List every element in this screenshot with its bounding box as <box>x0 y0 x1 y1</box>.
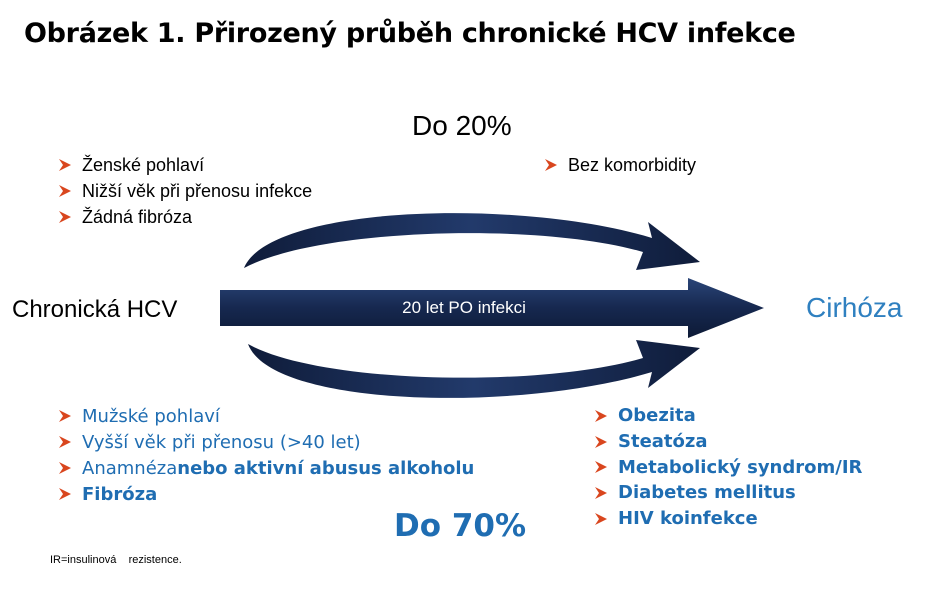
list-item: Obezita <box>594 403 862 429</box>
bottom-curved-arrow <box>248 340 700 398</box>
factor-text: Mužské pohlaví <box>82 405 220 427</box>
start-label: Chronická HCV <box>12 296 178 323</box>
arrow-bullet-icon <box>595 435 607 448</box>
factor-text: Nižší věk při přenosu infekce <box>82 180 313 201</box>
list-item: Anamnéza nebo aktivní abusus alkoholu <box>58 455 474 481</box>
factor-text: Steatóza <box>618 431 708 453</box>
factor-text: HIV koinfekce <box>618 508 758 530</box>
list-item: Diabetes mellitus <box>594 480 862 506</box>
arrow-bullet-icon <box>545 159 557 171</box>
main-arrow <box>220 278 764 338</box>
arrow-bullet-icon <box>59 211 71 223</box>
bottom-percent-label: Do 70% <box>394 508 527 544</box>
arrow-label: 20 let PO infekci <box>402 298 526 317</box>
list-item: Nižší věk při přenosu infekce <box>58 178 312 204</box>
list-item: HIV koinfekce <box>594 506 862 532</box>
list-item: Vyšší věk při přenosu (>40 let) <box>58 429 474 455</box>
list-item: Metabolický syndrom/IR <box>594 454 862 480</box>
list-item: Fibróza <box>58 481 474 507</box>
top-right-factor-list: Bez komorbidity <box>544 152 696 178</box>
arrow-bullet-icon <box>59 159 71 171</box>
arrow-bullet-icon <box>59 462 71 474</box>
factor-text-bold: Fibróza <box>82 483 158 505</box>
list-item: Bez komorbidity <box>544 152 696 178</box>
top-percent-label: Do 20% <box>412 110 512 141</box>
factor-text: Anamnéza <box>82 457 178 479</box>
arrow-bullet-icon <box>595 409 607 422</box>
bottom-right-factor-list: Obezita Steatóza Metabolický syndrom/IR … <box>594 403 862 531</box>
factor-text: Bez komorbidity <box>568 154 697 175</box>
arrow-bullet-icon <box>595 461 607 474</box>
arrow-bullet-icon <box>595 486 607 499</box>
arrow-bullet-icon <box>59 488 71 500</box>
factor-text: Metabolický syndrom/IR <box>618 456 863 478</box>
end-label: Cirhóza <box>806 292 903 323</box>
footnote: IR=insulinová rezistence. <box>50 554 182 566</box>
factor-text: Obezita <box>618 405 696 427</box>
factor-text-bold: nebo aktivní abusus alkoholu <box>177 457 475 479</box>
arrow-bullet-icon <box>595 512 607 525</box>
figure-title: Obrázek 1. Přirozený průběh chronické HC… <box>24 18 796 49</box>
top-curved-arrow <box>244 213 700 270</box>
arrow-bullet-icon <box>59 436 71 448</box>
bottom-left-factor-list: Mužské pohlaví Vyšší věk při přenosu (>4… <box>58 403 474 507</box>
factor-text: Diabetes mellitus <box>618 482 796 504</box>
factor-text: Vyšší věk při přenosu (>40 let) <box>82 431 361 453</box>
list-item: Mužské pohlaví <box>58 403 474 429</box>
factor-text: Žádná fibróza <box>82 206 193 227</box>
list-item: Žádná fibróza <box>58 204 312 230</box>
arrow-bullet-icon <box>59 185 71 197</box>
list-item: Ženské pohlaví <box>58 152 312 178</box>
top-left-factor-list: Ženské pohlaví Nižší věk při přenosu inf… <box>58 152 312 230</box>
arrow-bullet-icon <box>59 410 71 422</box>
list-item: Steatóza <box>594 429 862 455</box>
factor-text: Ženské pohlaví <box>82 154 205 175</box>
